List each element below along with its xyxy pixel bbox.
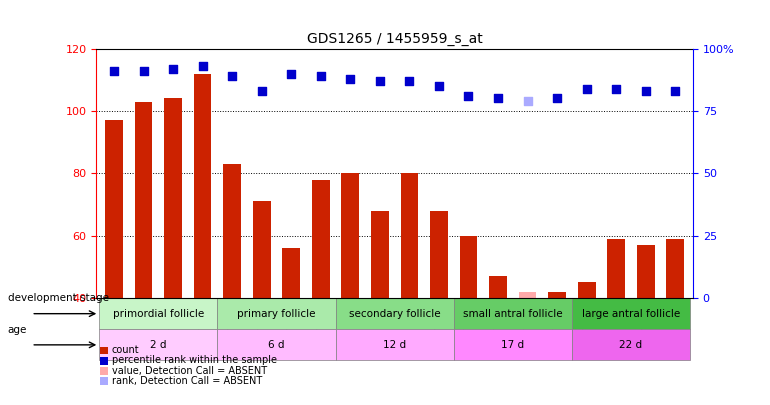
Bar [400, 173, 418, 298]
FancyBboxPatch shape [99, 298, 217, 329]
Point [137, 68, 149, 74]
Text: 6 d: 6 d [268, 340, 285, 350]
Text: 17 d: 17 d [501, 340, 524, 350]
Point [285, 70, 297, 77]
Point [373, 78, 386, 84]
FancyBboxPatch shape [336, 298, 454, 329]
FancyBboxPatch shape [572, 329, 690, 360]
Point [344, 75, 357, 82]
FancyBboxPatch shape [572, 298, 690, 329]
Text: primary follicle: primary follicle [237, 309, 316, 319]
Bar [283, 248, 300, 298]
Point [492, 95, 504, 102]
Point [226, 73, 238, 79]
Text: value, Detection Call = ABSENT: value, Detection Call = ABSENT [112, 366, 266, 375]
Text: primordial follicle: primordial follicle [112, 309, 204, 319]
Point [108, 68, 120, 74]
Text: count: count [112, 345, 139, 355]
Bar [371, 211, 389, 298]
Bar [105, 120, 123, 298]
Point [551, 95, 564, 102]
Text: percentile rank within the sample: percentile rank within the sample [112, 356, 276, 365]
FancyBboxPatch shape [217, 329, 336, 360]
Point [256, 88, 268, 94]
Point [581, 85, 593, 92]
Point [462, 93, 474, 99]
Point [403, 78, 416, 84]
FancyBboxPatch shape [217, 298, 336, 329]
Bar [578, 283, 595, 298]
Bar [608, 239, 625, 298]
Text: rank, Detection Call = ABSENT: rank, Detection Call = ABSENT [112, 376, 262, 386]
Text: 22 d: 22 d [619, 340, 642, 350]
Bar [253, 201, 270, 298]
Point [669, 88, 681, 94]
Bar [223, 164, 241, 298]
Point [521, 98, 534, 104]
Title: GDS1265 / 1455959_s_at: GDS1265 / 1455959_s_at [306, 32, 483, 46]
Bar [460, 236, 477, 298]
Bar [164, 98, 182, 298]
Bar [312, 179, 330, 298]
FancyBboxPatch shape [454, 298, 572, 329]
Bar [430, 211, 448, 298]
Bar [637, 245, 654, 298]
Text: small antral follicle: small antral follicle [463, 309, 563, 319]
Point [196, 63, 209, 69]
Bar [194, 74, 212, 298]
FancyBboxPatch shape [99, 329, 217, 360]
Text: large antral follicle: large antral follicle [582, 309, 680, 319]
Bar [135, 102, 152, 298]
Text: development stage: development stage [8, 293, 109, 303]
Point [640, 88, 652, 94]
FancyBboxPatch shape [454, 329, 572, 360]
Point [610, 85, 622, 92]
Bar [519, 292, 537, 298]
Point [433, 83, 445, 89]
Bar [489, 276, 507, 298]
Bar [666, 239, 684, 298]
Point [167, 65, 179, 72]
Text: 12 d: 12 d [383, 340, 407, 350]
FancyBboxPatch shape [336, 329, 454, 360]
Text: secondary follicle: secondary follicle [349, 309, 440, 319]
Text: 2 d: 2 d [150, 340, 166, 350]
Point [315, 73, 327, 79]
Bar [341, 173, 359, 298]
Text: age: age [8, 325, 27, 335]
Bar [548, 292, 566, 298]
